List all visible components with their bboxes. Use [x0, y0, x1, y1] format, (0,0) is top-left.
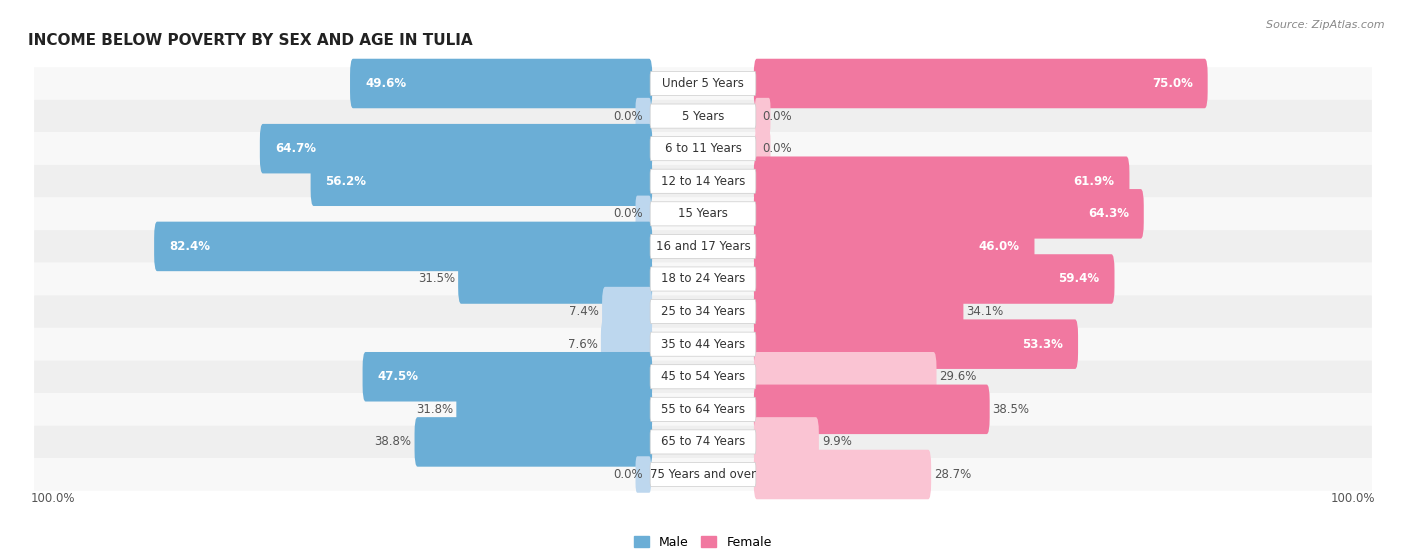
Text: 0.0%: 0.0%	[613, 468, 644, 481]
FancyBboxPatch shape	[34, 67, 1372, 100]
FancyBboxPatch shape	[754, 254, 1115, 304]
FancyBboxPatch shape	[650, 234, 756, 258]
Text: 31.8%: 31.8%	[416, 403, 453, 416]
FancyBboxPatch shape	[34, 198, 1372, 230]
FancyBboxPatch shape	[155, 222, 652, 271]
Text: 100.0%: 100.0%	[31, 493, 76, 506]
FancyBboxPatch shape	[754, 59, 1208, 108]
Text: 25 to 34 Years: 25 to 34 Years	[661, 305, 745, 318]
FancyBboxPatch shape	[754, 222, 1035, 271]
Text: 0.0%: 0.0%	[613, 109, 644, 123]
FancyBboxPatch shape	[636, 456, 651, 493]
FancyBboxPatch shape	[34, 230, 1372, 263]
FancyBboxPatch shape	[34, 165, 1372, 198]
Text: 75.0%: 75.0%	[1152, 77, 1192, 90]
Legend: Male, Female: Male, Female	[630, 531, 776, 554]
Text: 29.6%: 29.6%	[939, 371, 977, 383]
FancyBboxPatch shape	[754, 156, 1129, 206]
FancyBboxPatch shape	[650, 332, 756, 356]
FancyBboxPatch shape	[650, 202, 756, 226]
Text: 15 Years: 15 Years	[678, 208, 728, 220]
FancyBboxPatch shape	[754, 384, 990, 434]
Text: 31.5%: 31.5%	[418, 272, 456, 286]
FancyBboxPatch shape	[754, 417, 818, 466]
FancyBboxPatch shape	[260, 124, 652, 174]
Text: 7.6%: 7.6%	[568, 338, 598, 350]
FancyBboxPatch shape	[650, 169, 756, 193]
FancyBboxPatch shape	[754, 450, 931, 499]
FancyBboxPatch shape	[34, 426, 1372, 458]
FancyBboxPatch shape	[650, 463, 756, 487]
Text: 0.0%: 0.0%	[762, 142, 793, 155]
FancyBboxPatch shape	[754, 287, 963, 336]
FancyBboxPatch shape	[34, 328, 1372, 360]
FancyBboxPatch shape	[458, 254, 652, 304]
FancyBboxPatch shape	[457, 384, 652, 434]
Text: 45 to 54 Years: 45 to 54 Years	[661, 371, 745, 383]
Text: 82.4%: 82.4%	[169, 240, 209, 253]
Text: 38.5%: 38.5%	[993, 403, 1029, 416]
Text: 7.4%: 7.4%	[569, 305, 599, 318]
FancyBboxPatch shape	[34, 100, 1372, 132]
Text: 100.0%: 100.0%	[1330, 493, 1375, 506]
Text: INCOME BELOW POVERTY BY SEX AND AGE IN TULIA: INCOME BELOW POVERTY BY SEX AND AGE IN T…	[28, 33, 472, 47]
FancyBboxPatch shape	[34, 360, 1372, 393]
FancyBboxPatch shape	[350, 59, 652, 108]
Text: 55 to 64 Years: 55 to 64 Years	[661, 403, 745, 416]
FancyBboxPatch shape	[415, 417, 652, 466]
Text: 35 to 44 Years: 35 to 44 Years	[661, 338, 745, 350]
Text: 64.3%: 64.3%	[1088, 208, 1129, 220]
FancyBboxPatch shape	[34, 132, 1372, 165]
FancyBboxPatch shape	[650, 267, 756, 291]
FancyBboxPatch shape	[650, 137, 756, 161]
FancyBboxPatch shape	[650, 300, 756, 324]
FancyBboxPatch shape	[754, 189, 1143, 239]
FancyBboxPatch shape	[34, 263, 1372, 295]
Text: 59.4%: 59.4%	[1059, 272, 1099, 286]
FancyBboxPatch shape	[754, 352, 936, 402]
FancyBboxPatch shape	[363, 352, 652, 402]
Text: 53.3%: 53.3%	[1022, 338, 1063, 350]
Text: Source: ZipAtlas.com: Source: ZipAtlas.com	[1267, 20, 1385, 30]
FancyBboxPatch shape	[650, 104, 756, 128]
Text: 47.5%: 47.5%	[377, 371, 419, 383]
Text: 61.9%: 61.9%	[1074, 175, 1115, 187]
Text: Under 5 Years: Under 5 Years	[662, 77, 744, 90]
FancyBboxPatch shape	[34, 393, 1372, 426]
FancyBboxPatch shape	[636, 196, 651, 232]
Text: 18 to 24 Years: 18 to 24 Years	[661, 272, 745, 286]
Text: 38.8%: 38.8%	[374, 435, 412, 449]
Text: 34.1%: 34.1%	[966, 305, 1004, 318]
FancyBboxPatch shape	[650, 430, 756, 454]
FancyBboxPatch shape	[34, 295, 1372, 328]
Text: 12 to 14 Years: 12 to 14 Years	[661, 175, 745, 187]
FancyBboxPatch shape	[636, 98, 651, 134]
FancyBboxPatch shape	[650, 397, 756, 421]
FancyBboxPatch shape	[602, 287, 652, 336]
FancyBboxPatch shape	[34, 458, 1372, 491]
Text: 5 Years: 5 Years	[682, 109, 724, 123]
Text: 46.0%: 46.0%	[979, 240, 1019, 253]
FancyBboxPatch shape	[755, 131, 770, 167]
FancyBboxPatch shape	[755, 98, 770, 134]
Text: 9.9%: 9.9%	[823, 435, 852, 449]
Text: 49.6%: 49.6%	[366, 77, 406, 90]
Text: 65 to 74 Years: 65 to 74 Years	[661, 435, 745, 449]
Text: 0.0%: 0.0%	[613, 208, 644, 220]
FancyBboxPatch shape	[600, 319, 652, 369]
Text: 0.0%: 0.0%	[762, 109, 793, 123]
FancyBboxPatch shape	[650, 365, 756, 389]
FancyBboxPatch shape	[754, 319, 1078, 369]
Text: 64.7%: 64.7%	[274, 142, 316, 155]
Text: 56.2%: 56.2%	[326, 175, 367, 187]
FancyBboxPatch shape	[311, 156, 652, 206]
Text: 75 Years and over: 75 Years and over	[650, 468, 756, 481]
Text: 16 and 17 Years: 16 and 17 Years	[655, 240, 751, 253]
Text: 6 to 11 Years: 6 to 11 Years	[665, 142, 741, 155]
FancyBboxPatch shape	[650, 71, 756, 95]
Text: 28.7%: 28.7%	[934, 468, 972, 481]
